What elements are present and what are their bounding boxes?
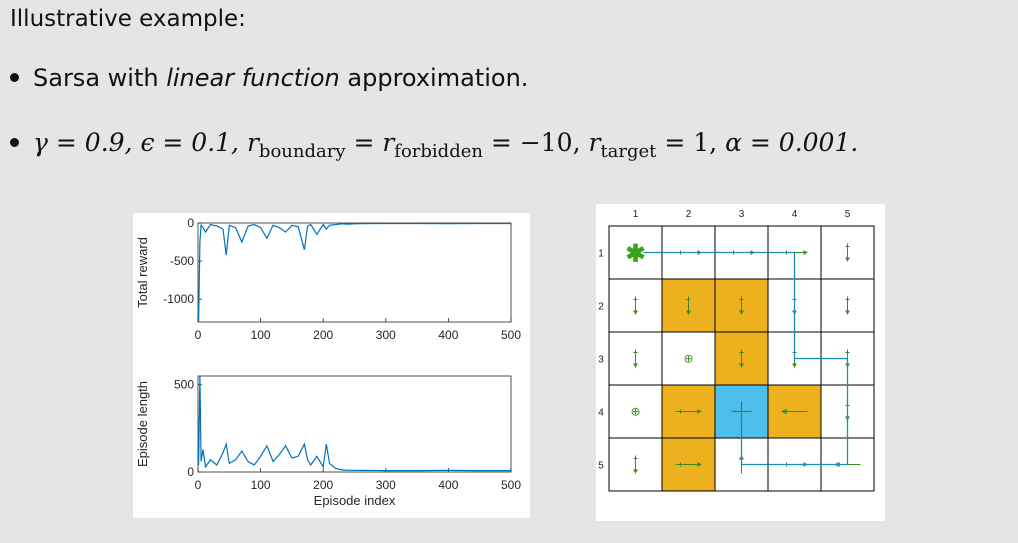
policy-arrowhead <box>739 363 744 368</box>
policy-arrowhead <box>792 363 797 368</box>
bullet-sarsa: Sarsa with linear function approximation… <box>10 64 528 92</box>
y-axis-label: Episode length <box>135 381 150 467</box>
series-line-length <box>198 375 511 472</box>
y-tick-label: -500 <box>170 254 194 268</box>
x-tick-label: 400 <box>438 328 458 342</box>
col-label: 2 <box>686 209 692 220</box>
stay-marker: ⊕ <box>630 405 640 419</box>
param-alpha: α = 0.001. <box>725 128 859 157</box>
x-tick-label: 300 <box>376 478 396 492</box>
row-label: 1 <box>598 249 604 260</box>
param-eq3: = 1, <box>656 128 718 157</box>
x-axis-label: Episode index <box>314 493 396 508</box>
policy-arrowhead <box>633 363 638 368</box>
training-charts: 0 -500 -1000 0 100 200 300 400 500 Total reward 50… <box>135 216 521 508</box>
col-label: 1 <box>633 209 639 220</box>
x-tick-label: 0 <box>195 328 202 342</box>
row-label: 3 <box>598 355 604 366</box>
trajectory-path <box>643 251 849 466</box>
x-tick-label: 400 <box>438 478 458 492</box>
policy-arrowhead <box>739 310 744 315</box>
bullet-parameters: γ = 0.9, ϵ = 0.1, rboundary = rforbidden… <box>10 128 858 162</box>
col-label: 5 <box>845 209 851 220</box>
policy-arrowhead <box>697 462 702 467</box>
x-tick-label: 200 <box>313 478 333 492</box>
policy-arrowhead <box>781 409 786 414</box>
param-r-boundary-symbol: r <box>246 128 259 157</box>
policy-arrowhead <box>633 469 638 474</box>
policy-arrowhead <box>633 310 638 315</box>
y-axis-label: Total reward <box>135 237 150 308</box>
param-r-forbidden-symbol: r <box>382 128 395 157</box>
policy-arrowhead <box>803 250 808 255</box>
y-tick-label: 500 <box>174 378 194 392</box>
gridworld-policy: 1 2 3 4 5 1 2 3 4 5 ⊕ ⊕ ✱ <box>598 209 875 492</box>
x-tick-label: 300 <box>376 328 396 342</box>
x-tick-label: 500 <box>501 328 521 342</box>
gridworld-panel: 1 2 3 4 5 1 2 3 4 5 ⊕ ⊕ ✱ <box>596 204 885 521</box>
row-label: 4 <box>598 408 604 419</box>
start-marker: ✱ <box>625 241 645 268</box>
x-tick-label: 100 <box>251 328 271 342</box>
series-line-reward <box>198 222 511 323</box>
col-label: 4 <box>792 209 798 220</box>
x-tick-label: 200 <box>313 328 333 342</box>
param-epsilon: ϵ = 0.1, <box>140 128 240 157</box>
param-r-target-sub: target <box>600 141 657 162</box>
policy-arrowhead <box>845 257 850 262</box>
bullet-sarsa-suffix: approximation. <box>339 64 529 92</box>
policy-arrowhead <box>845 310 850 315</box>
y-tick-label: 0 <box>187 465 194 479</box>
param-gamma: γ = 0.9, <box>33 128 133 157</box>
bullet-dot <box>10 72 19 82</box>
row-label: 5 <box>598 461 604 472</box>
policy-arrowhead <box>697 409 702 414</box>
y-tick-label: -1000 <box>163 292 194 306</box>
x-tick-label: 500 <box>501 478 521 492</box>
bullet-sarsa-italic: linear function <box>166 64 340 92</box>
plot-area-length <box>197 375 512 473</box>
row-label: 2 <box>598 302 604 313</box>
x-tick-label: 100 <box>251 478 271 492</box>
stay-marker: ⊕ <box>683 352 693 366</box>
policy-arrowhead <box>686 310 691 315</box>
training-charts-panel: 0 -500 -1000 0 100 200 300 400 500 Total reward 50… <box>133 213 530 518</box>
y-tick-label: 0 <box>187 216 194 230</box>
param-eq2: = −10, <box>482 128 581 157</box>
param-r-target-symbol: r <box>588 128 601 157</box>
param-r-boundary-sub: boundary <box>258 141 346 162</box>
x-tick-label: 0 <box>195 478 202 492</box>
param-eq1: = <box>345 128 383 157</box>
slide-heading: Illustrative example: <box>10 6 246 32</box>
bullet-sarsa-prefix: Sarsa with <box>33 64 167 92</box>
bullet-dot <box>10 138 19 147</box>
col-label: 3 <box>739 209 745 220</box>
param-r-forbidden-sub: forbidden <box>394 141 483 162</box>
plot-area-reward <box>197 222 512 323</box>
